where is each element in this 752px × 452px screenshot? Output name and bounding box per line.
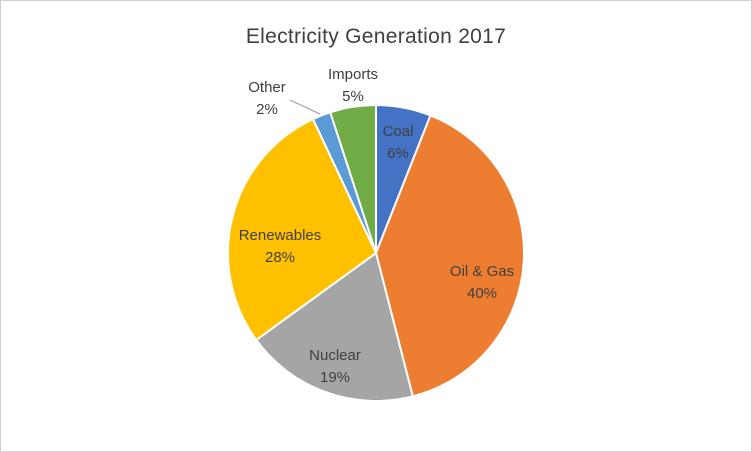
pie-slice-nuclear[interactable] [255, 252, 414, 402]
slice-label-coal: Coal 6% [383, 123, 414, 162]
slice-label-renewables: Renewables 28% [239, 227, 322, 266]
pie-slice-oil-gas[interactable] [375, 114, 525, 398]
slice-label-oil-gas: Oil & Gas 40% [450, 263, 514, 302]
slice-label-imports: Imports 5% [328, 66, 378, 105]
pie-slice-imports[interactable] [329, 104, 377, 254]
slice-label-nuclear: Nuclear 19% [309, 347, 361, 386]
chart-title: Electricity Generation 2017 [245, 25, 507, 48]
slice-label-other: Other 2% [248, 79, 286, 118]
pie-slice-renewables[interactable] [227, 118, 377, 341]
leader-line-other [289, 99, 321, 115]
